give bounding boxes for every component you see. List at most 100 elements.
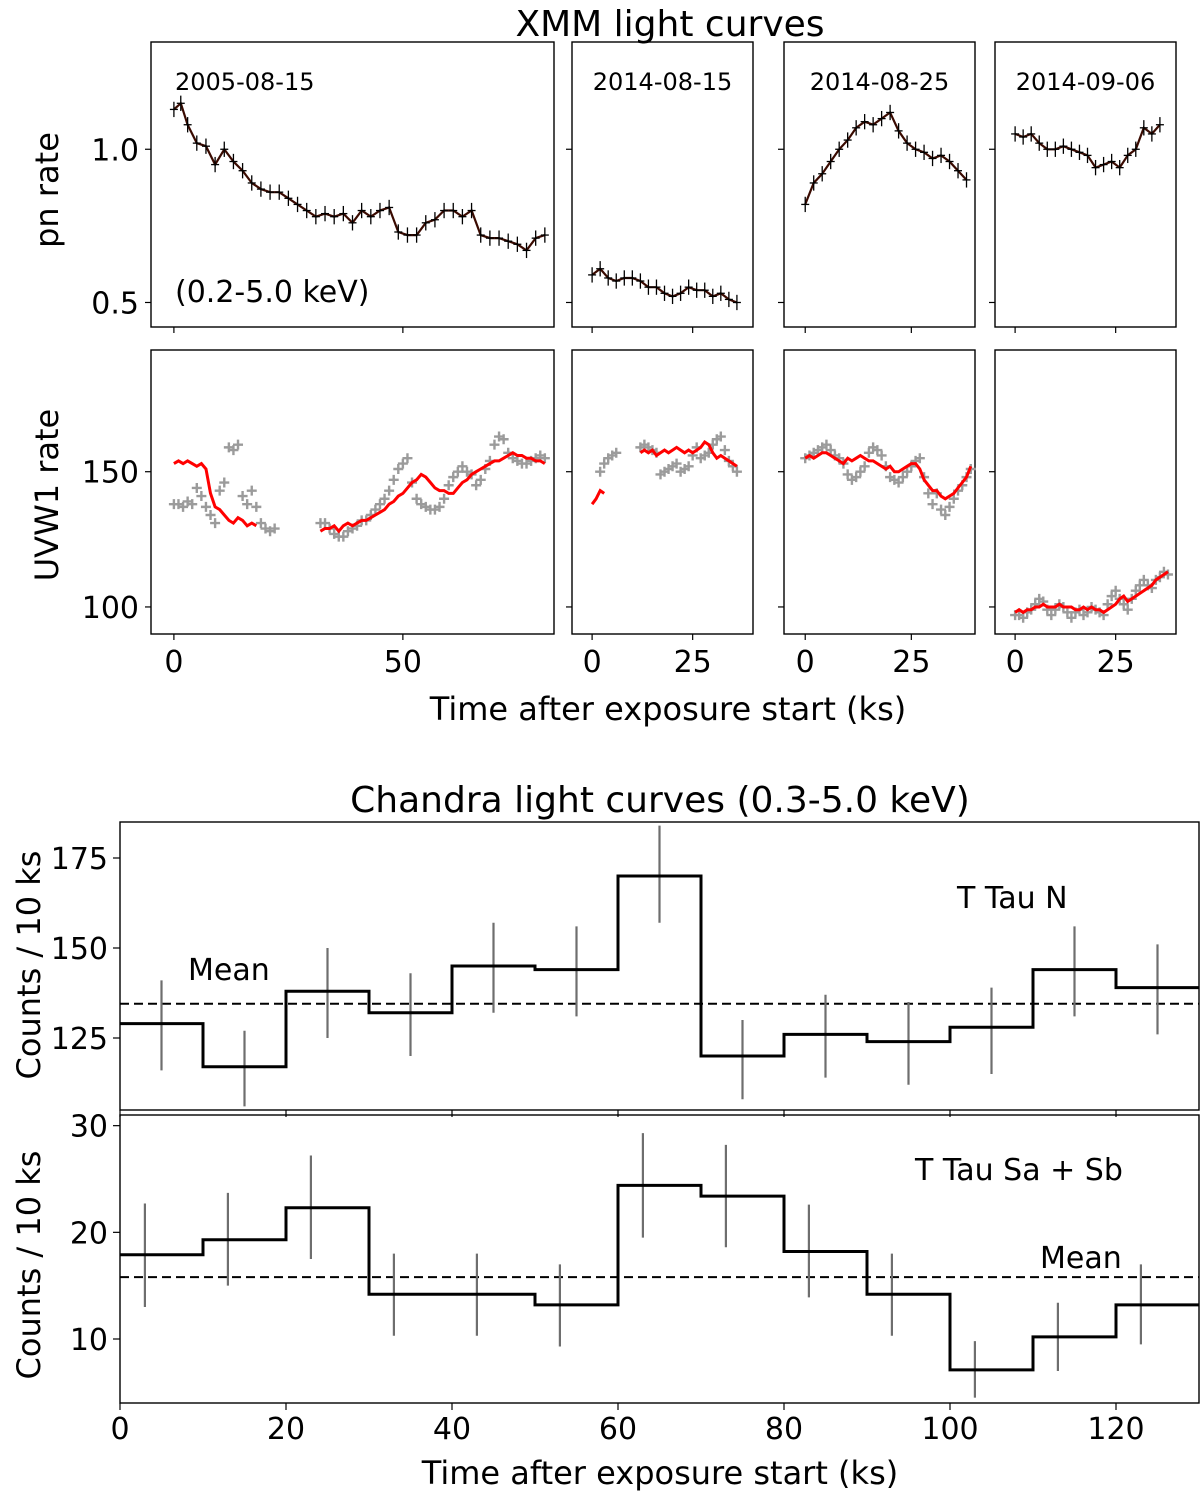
uvw1-point bbox=[402, 453, 413, 464]
uvw1-point bbox=[948, 493, 959, 504]
uvw1-point bbox=[940, 509, 951, 520]
uvw1-point bbox=[191, 482, 202, 493]
uvw1-point bbox=[374, 499, 385, 510]
uvw1-point bbox=[439, 493, 450, 504]
pn-curve bbox=[804, 110, 968, 205]
uvw1-point bbox=[205, 509, 216, 520]
chandra-title: Chandra light curves (0.3-5.0 keV) bbox=[350, 780, 970, 821]
uvw1-point bbox=[683, 461, 694, 472]
uvw1-model-curve bbox=[804, 451, 973, 501]
panel-date-label: 2005-08-15 bbox=[175, 68, 314, 96]
uvw1-point bbox=[1122, 604, 1133, 615]
uvw1-ytick-label: 150 bbox=[82, 456, 139, 491]
chandra-north-frame bbox=[119, 821, 1200, 1111]
uvw1-point bbox=[893, 477, 904, 488]
panel-date-label: 2014-08-15 bbox=[593, 68, 732, 96]
uvw1-point bbox=[411, 493, 422, 504]
uvw1-point bbox=[821, 439, 832, 450]
uvw1-point bbox=[338, 531, 349, 542]
uvw1-point bbox=[1118, 599, 1129, 610]
chandra-south-ytick-label: 10 bbox=[70, 1323, 108, 1358]
uvw1-point bbox=[715, 431, 726, 442]
uvw1-point bbox=[902, 466, 913, 477]
pn-panel-frame bbox=[150, 41, 555, 328]
uvw1-point bbox=[320, 518, 331, 529]
uvw1-point bbox=[944, 501, 955, 512]
uvw1-xtick-label: 0 bbox=[796, 645, 815, 680]
uvw1-model-curve bbox=[1014, 570, 1169, 615]
mean-label-top: Mean bbox=[188, 953, 270, 988]
uvw1-point bbox=[452, 466, 463, 477]
uvw1-point bbox=[242, 499, 253, 510]
uvw1-point bbox=[1066, 612, 1077, 623]
uvw1-point bbox=[1018, 612, 1029, 623]
uvw1-point bbox=[237, 491, 248, 502]
chandra-ylabel-bottom: Counts / 10 ks bbox=[10, 1151, 48, 1380]
chandra-south-frame bbox=[119, 1114, 1200, 1404]
uvw1-point bbox=[876, 450, 887, 461]
pn-ytick-label: 1.0 bbox=[91, 133, 139, 168]
uvw1-panel-frame bbox=[571, 349, 754, 635]
tau-n-label: T Tau N bbox=[956, 881, 1068, 916]
uvw1-panel-frame bbox=[783, 349, 976, 635]
uvw1-point bbox=[370, 504, 381, 515]
uvw1-ylabel: UVW1 rate bbox=[28, 409, 66, 581]
uvw1-point bbox=[443, 480, 454, 491]
uvw1-point bbox=[498, 434, 509, 445]
xmm-xlabel: Time after exposure start (ks) bbox=[429, 690, 906, 728]
chandra-south-step-curve bbox=[120, 1183, 1199, 1372]
pn-panel-frame bbox=[994, 41, 1177, 328]
uvw1-point bbox=[897, 472, 908, 483]
pn-panel-frame bbox=[571, 41, 754, 328]
uvw1-point bbox=[855, 466, 866, 477]
uvw1-point bbox=[731, 466, 742, 477]
uvw1-point bbox=[178, 501, 189, 512]
uvw1-point bbox=[233, 439, 244, 450]
uvw1-point bbox=[1102, 599, 1113, 610]
uvw1-point bbox=[1138, 574, 1149, 585]
uvw1-point bbox=[457, 461, 468, 472]
mean-label-bottom: Mean bbox=[1040, 1241, 1122, 1276]
uvw1-point bbox=[927, 499, 938, 510]
uvw1-point bbox=[187, 499, 198, 510]
uvw1-point bbox=[214, 485, 225, 496]
uvw1-point bbox=[251, 501, 262, 512]
uvw1-point bbox=[255, 518, 266, 529]
chandra-north-ytick-label: 150 bbox=[51, 932, 108, 967]
xmm-title: XMM light curves bbox=[515, 4, 824, 45]
uvw1-point bbox=[1110, 585, 1121, 596]
panel-date-label: 2014-09-06 bbox=[1016, 68, 1155, 96]
uvw1-point bbox=[269, 523, 280, 534]
uvw1-point bbox=[379, 493, 390, 504]
uvw1-point bbox=[842, 469, 853, 480]
uvw1-point bbox=[228, 445, 239, 456]
uvw1-ytick-label: 100 bbox=[82, 591, 139, 626]
uvw1-xtick-label: 25 bbox=[892, 645, 930, 680]
chandra-south-ytick-label: 30 bbox=[70, 1110, 108, 1145]
chandra-south-xtick-label: 100 bbox=[921, 1412, 978, 1447]
uvw1-xtick-label: 50 bbox=[384, 645, 422, 680]
uvw1-point bbox=[388, 474, 399, 485]
chandra-ylabel-top: Counts / 10 ks bbox=[10, 851, 48, 1080]
uvw1-point bbox=[397, 458, 408, 469]
uvw1-point bbox=[914, 453, 925, 464]
uvw1-model-curve bbox=[639, 439, 738, 468]
uvw1-point bbox=[611, 447, 622, 458]
panel-date-label: 2014-08-25 bbox=[810, 68, 949, 96]
uvw1-panel-frame bbox=[994, 349, 1177, 635]
uvw1-point bbox=[384, 485, 395, 496]
uvw1-point bbox=[1130, 585, 1141, 596]
uvw1-point bbox=[872, 445, 883, 456]
uvw1-point bbox=[434, 501, 445, 512]
uvw1-point bbox=[489, 439, 500, 450]
uvw1-point bbox=[719, 445, 730, 456]
uvw1-xtick-label: 25 bbox=[674, 645, 712, 680]
pn-ylabel: pn rate bbox=[28, 132, 66, 248]
uvw1-point bbox=[936, 504, 947, 515]
uvw1-point bbox=[196, 491, 207, 502]
uvw1-point bbox=[393, 464, 404, 475]
uvw1-point bbox=[851, 472, 862, 483]
chandra-south-xtick-label: 0 bbox=[110, 1412, 129, 1447]
uvw1-point bbox=[200, 501, 211, 512]
